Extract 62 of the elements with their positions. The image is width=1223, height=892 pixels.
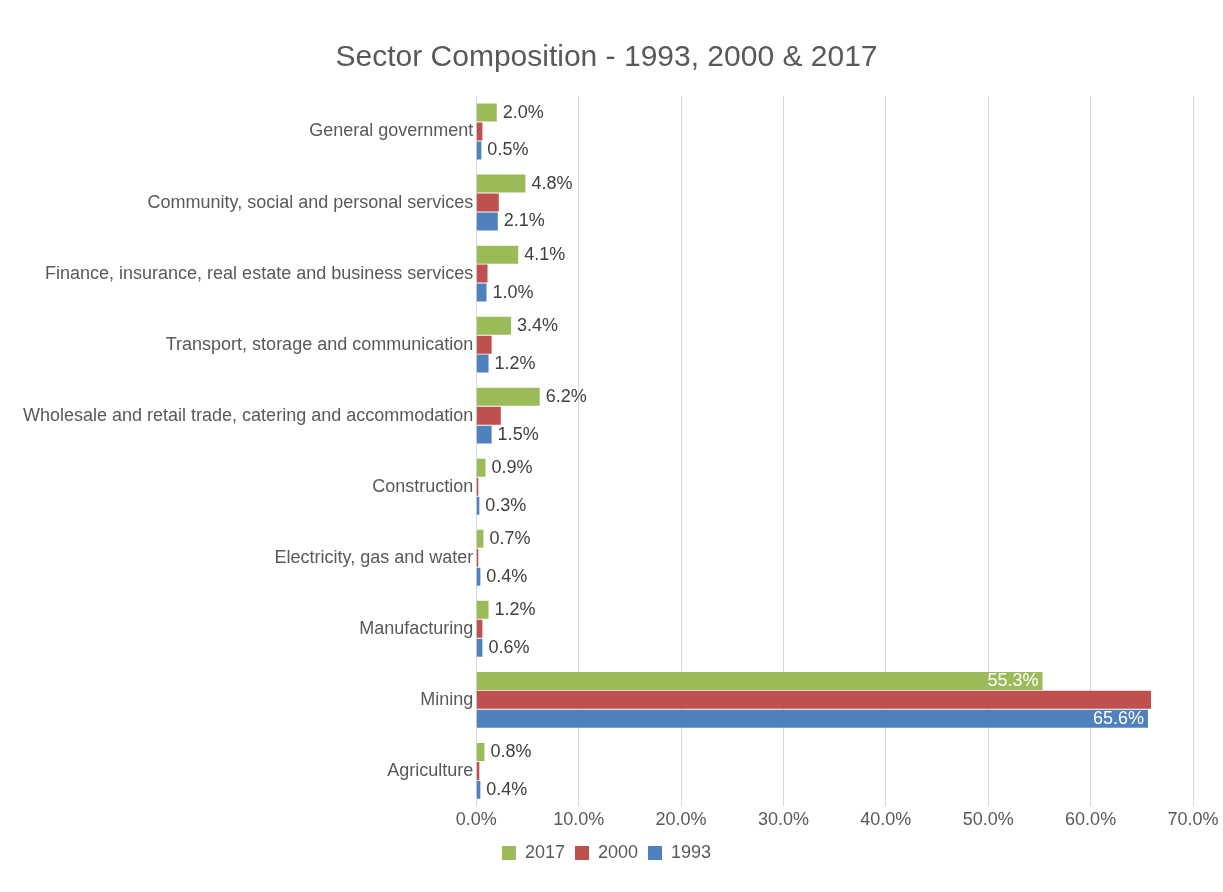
bar [476, 387, 540, 406]
y-tick-label: Mining [420, 688, 474, 709]
y-tick-label: Community, social and personal services [147, 191, 474, 212]
data-label: 0.3% [485, 494, 527, 515]
data-label: 1.2% [494, 598, 536, 619]
data-label: 0.4% [486, 565, 528, 586]
bar [476, 600, 489, 619]
data-label: 1.0% [492, 281, 534, 302]
data-label: 65.6% [1092, 707, 1144, 728]
data-label: 4.1% [524, 243, 566, 264]
bar [476, 690, 1152, 709]
y-tick-label: Electricity, gas and water [274, 546, 474, 567]
bar [476, 671, 1043, 690]
data-label: 4.8% [531, 172, 573, 193]
x-tick-label: 30.0% [757, 809, 809, 830]
x-tick-label: 40.0% [860, 809, 912, 830]
bar [476, 529, 484, 548]
bar [476, 458, 486, 477]
data-label: 0.8% [490, 740, 532, 761]
chart-title: Sector Composition - 1993, 2000 & 2017 [335, 39, 878, 73]
bar [476, 283, 487, 302]
bar [476, 354, 489, 373]
bar [476, 742, 485, 761]
bar [476, 264, 488, 283]
data-label: 0.9% [491, 456, 533, 477]
bar [476, 245, 519, 264]
bar [476, 316, 512, 335]
legend-label: 2017 [524, 841, 565, 862]
data-label: 1.5% [497, 423, 539, 444]
bar [476, 335, 492, 354]
data-label: 0.4% [486, 778, 528, 799]
data-label: 2.1% [503, 210, 545, 231]
legend-label: 1993 [671, 841, 712, 862]
legend-label: 2000 [597, 841, 639, 862]
y-tick-label: Agriculture [387, 759, 474, 780]
bar [476, 174, 526, 193]
data-label: 3.4% [517, 314, 559, 335]
bar [476, 709, 1148, 728]
x-tick-label: 20.0% [655, 809, 707, 830]
x-tick-label: 10.0% [553, 809, 605, 830]
y-tick-label: General government [309, 120, 474, 141]
bar [476, 212, 498, 231]
data-label: 0.6% [488, 636, 530, 657]
data-label: 0.7% [489, 527, 531, 548]
x-tick-label: 50.0% [962, 809, 1014, 830]
data-label: 2.0% [502, 101, 544, 122]
bar [476, 193, 499, 212]
x-tick-label: 70.0% [1167, 809, 1219, 830]
y-tick-label: Construction [372, 475, 474, 496]
x-tick-label: 60.0% [1065, 809, 1117, 830]
data-label: 1.2% [494, 352, 536, 373]
data-label: 6.2% [545, 385, 587, 406]
y-tick-label: Manufacturing [359, 617, 474, 638]
data-label: 55.3% [987, 669, 1039, 690]
bar [476, 406, 501, 425]
y-tick-label: Transport, storage and communication [165, 333, 474, 354]
x-tick-label: 0.0% [455, 809, 497, 830]
y-tick-label: Wholesale and retail trade, catering and accommodation [22, 404, 474, 425]
data-label: 0.5% [487, 139, 529, 160]
bar [476, 103, 497, 122]
bar [476, 425, 492, 444]
y-tick-label: Finance, insurance, real estate and business services [45, 262, 474, 283]
